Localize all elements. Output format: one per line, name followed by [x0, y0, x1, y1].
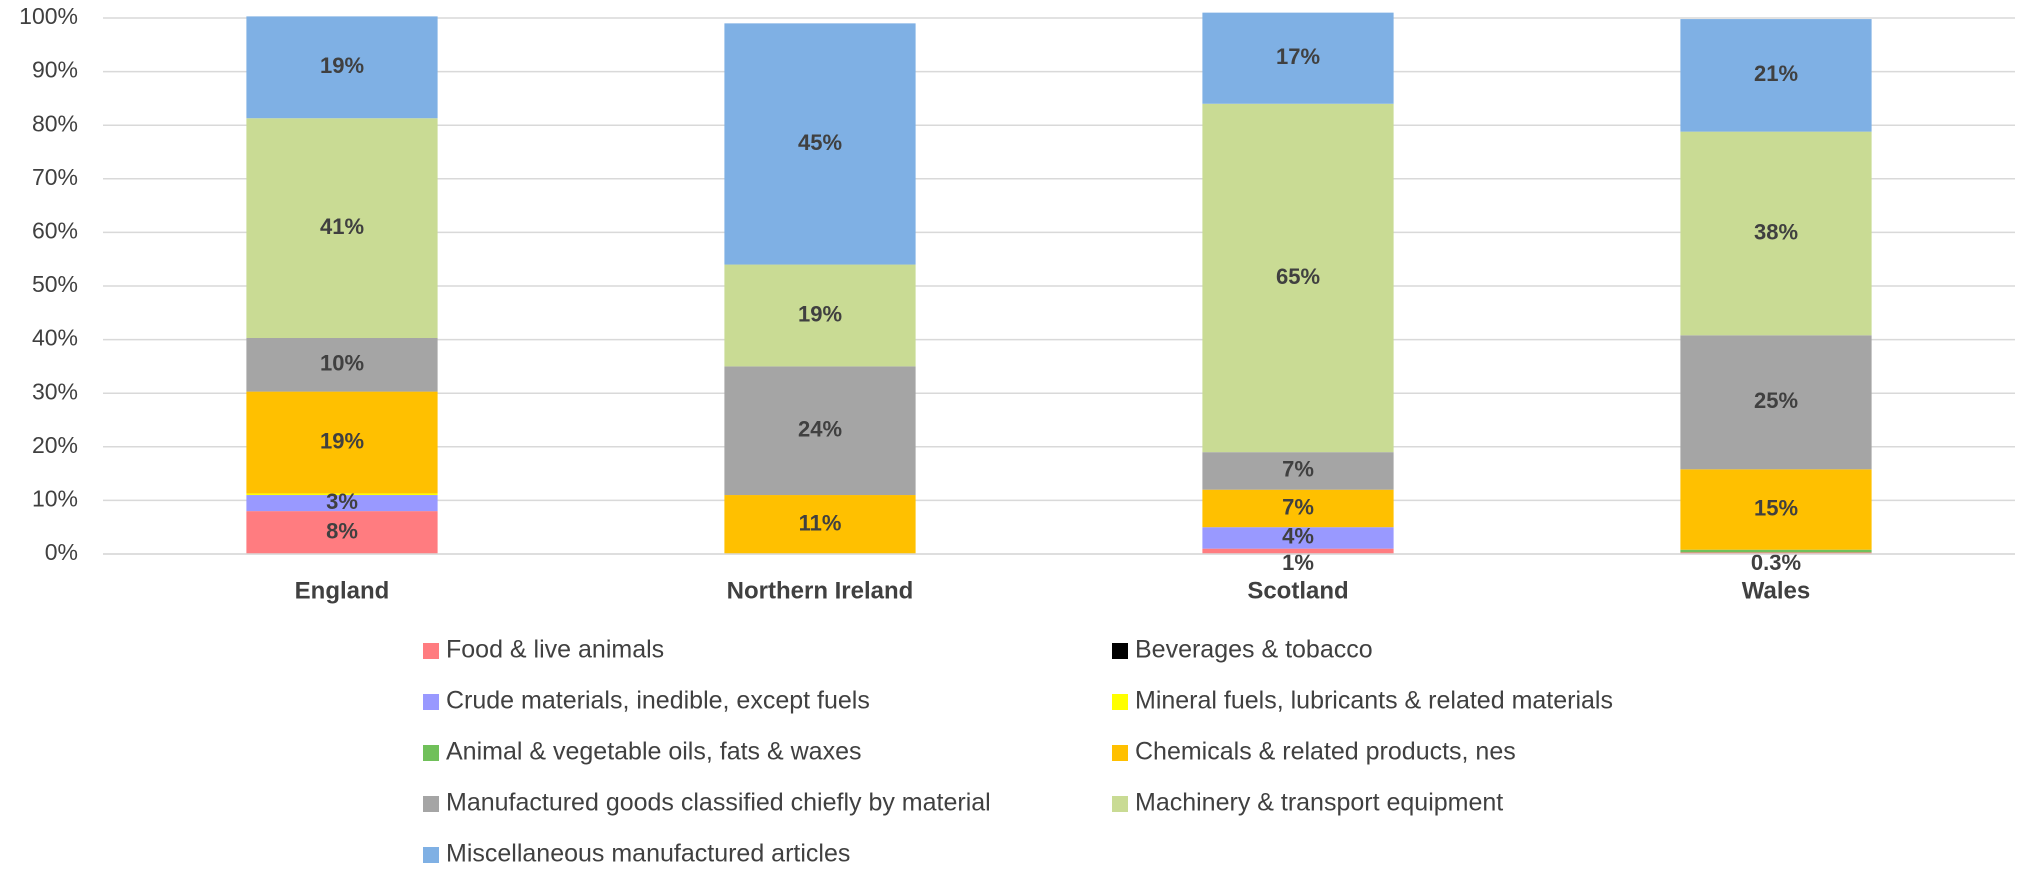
bar-segment — [1680, 131, 1872, 336]
data-label: 15% — [1754, 495, 1798, 520]
y-tick-label: 0% — [45, 539, 78, 565]
bar-segment — [1202, 103, 1394, 453]
bar-segment — [1202, 489, 1394, 528]
legend-label: Miscellaneous manufactured articles — [446, 840, 850, 868]
x-tick-label: Wales — [1742, 577, 1810, 604]
bar-segment — [246, 511, 438, 554]
bar-segment — [246, 493, 438, 496]
bar-segment — [1680, 19, 1872, 132]
data-label: 3% — [326, 489, 358, 514]
y-tick-label: 90% — [32, 57, 78, 83]
bar-segment — [1680, 552, 1872, 554]
data-label: 19% — [798, 301, 842, 326]
legend-label: Animal & vegetable oils, fats & waxes — [446, 738, 861, 766]
legend-label: Beverages & tobacco — [1135, 636, 1373, 664]
legend-marker — [1112, 796, 1128, 812]
legend-marker — [423, 745, 439, 761]
bar-segment — [1680, 549, 1872, 553]
bar-segment — [724, 495, 916, 554]
bar-segment — [724, 264, 916, 367]
bar-segment — [246, 118, 438, 338]
legend-marker — [1112, 643, 1128, 659]
y-tick-label: 20% — [32, 432, 78, 458]
data-label: 8% — [326, 518, 358, 543]
data-label: 10% — [320, 351, 364, 376]
bar-segment — [1680, 469, 1872, 550]
bar-segment — [1202, 12, 1394, 104]
data-label: 21% — [1754, 61, 1798, 86]
legend-label: Crude materials, inedible, except fuels — [446, 687, 870, 715]
data-label: 7% — [1282, 494, 1314, 519]
x-tick-label: Northern Ireland — [727, 577, 914, 604]
y-tick-label: 70% — [32, 164, 78, 190]
data-label: 45% — [798, 130, 842, 155]
data-label: 7% — [1282, 457, 1314, 482]
bar-segment — [246, 391, 438, 494]
bar-segment — [1202, 452, 1394, 490]
bar-segment — [1202, 527, 1394, 549]
legend-label: Manufactured goods classified chiefly by… — [446, 789, 991, 817]
y-tick-label: 50% — [32, 271, 78, 297]
legend-label: Mineral fuels, lubricants & related mate… — [1135, 687, 1613, 715]
bar-segment — [724, 366, 916, 496]
data-label: 65% — [1276, 264, 1320, 289]
bar-segment — [246, 337, 438, 392]
y-tick-label: 60% — [32, 217, 78, 243]
data-label: 41% — [320, 214, 364, 239]
data-label: 24% — [798, 417, 842, 442]
data-label: 19% — [320, 428, 364, 453]
bar-segment — [1202, 548, 1394, 554]
legend-marker — [1112, 745, 1128, 761]
bar-segment — [246, 495, 438, 512]
y-tick-label: 10% — [32, 485, 78, 511]
legend-label: Food & live animals — [446, 636, 664, 664]
bar-segment — [724, 23, 916, 265]
legend-marker — [1112, 694, 1128, 710]
y-tick-label: 100% — [19, 3, 78, 29]
data-label: 25% — [1754, 388, 1798, 413]
x-tick-label: Scotland — [1247, 577, 1348, 604]
bar-segment — [1680, 335, 1872, 470]
legend-label: Chemicals & related products, nes — [1135, 738, 1516, 766]
legend-marker — [423, 694, 439, 710]
data-label: 11% — [799, 510, 842, 535]
x-tick-label: England — [295, 577, 390, 604]
y-tick-label: 80% — [32, 110, 78, 136]
data-label: 38% — [1754, 219, 1798, 244]
legend-marker — [423, 847, 439, 863]
data-label: 19% — [320, 53, 364, 78]
legend-label: Machinery & transport equipment — [1135, 789, 1503, 817]
data-label: 17% — [1276, 44, 1320, 69]
y-tick-label: 40% — [32, 325, 78, 351]
legend-marker — [423, 796, 439, 812]
y-tick-label: 30% — [32, 378, 78, 404]
bar-segment — [246, 16, 438, 119]
legend-marker — [423, 643, 439, 659]
data-label: 4% — [1282, 524, 1314, 549]
